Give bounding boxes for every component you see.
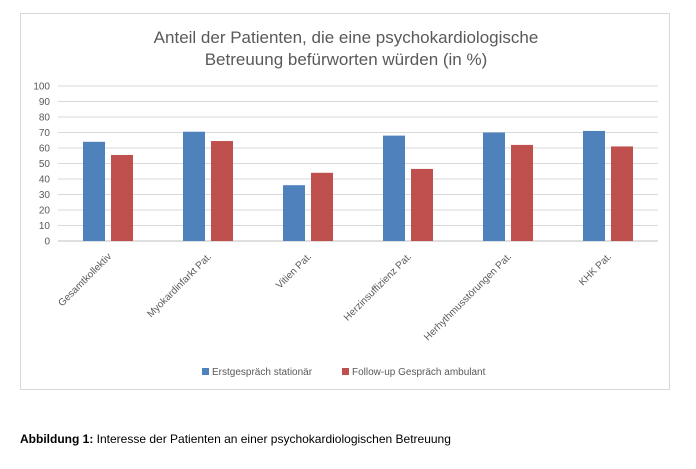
y-tick-label: 30 (39, 190, 51, 201)
chart-title-line-1: Anteil der Patienten, die eine psychokar… (154, 28, 539, 47)
bar-series-1 (383, 135, 405, 241)
legend-swatch-series-2 (342, 368, 349, 375)
chart-frame: Anteil der Patienten, die eine psychokar… (20, 13, 670, 390)
chart-title-line-2: Betreuung befürworten würden (in %) (205, 50, 488, 69)
y-tick-label: 90 (39, 97, 51, 108)
x-category-label: Myokardinfarkt Pat. (145, 251, 214, 320)
bar-series-1 (283, 185, 305, 241)
x-category-label: KHK Pat. (577, 251, 614, 288)
bar-series-2 (311, 172, 333, 241)
bar-series-1 (483, 132, 505, 241)
y-tick-label: 70 (39, 128, 51, 139)
caption-label: Abbildung 1: (20, 432, 94, 446)
bar-series-1 (583, 130, 605, 241)
x-axis-labels: Gesamtkollektiv Myokardinfarkt Pat. Vitien… (56, 251, 614, 343)
gridlines (58, 85, 658, 242)
x-category-label: Herhythmusstörungen Pat. (422, 251, 514, 343)
bar-series-2 (111, 154, 133, 241)
bar-series-2 (211, 141, 233, 241)
y-tick-label: 10 (39, 221, 51, 232)
bar-series-2 (611, 146, 633, 241)
bar-series-1 (183, 131, 205, 241)
figure-caption: Abbildung 1: Interesse der Patienten an … (20, 432, 451, 446)
y-tick-label: 50 (39, 159, 51, 170)
x-category-label: Herzinsuffizienz Pat. (342, 251, 414, 323)
legend: Erstgespräch stationär Follow-up Gespräc… (202, 367, 486, 378)
y-tick-label: 20 (39, 206, 51, 217)
y-tick-label: 60 (39, 144, 51, 155)
bar-series-1 (83, 141, 105, 241)
bar-series-2 (411, 168, 433, 241)
x-category-label: Vitien Pat. (274, 251, 314, 291)
y-tick-label: 0 (44, 237, 50, 248)
bars (83, 130, 633, 241)
bar-series-2 (511, 144, 533, 241)
legend-swatch-series-1 (202, 368, 209, 375)
caption-text: Interesse der Patienten an einer psychok… (93, 432, 451, 446)
legend-label-series-1: Erstgespräch stationär (212, 367, 313, 378)
y-tick-label: 100 (33, 82, 50, 93)
y-tick-label: 40 (39, 175, 51, 186)
legend-label-series-2: Follow-up Gespräch ambulant (352, 367, 486, 378)
y-tick-label: 80 (39, 113, 51, 124)
x-category-label: Gesamtkollektiv (56, 251, 114, 309)
y-axis-ticks: 0 10 20 30 40 50 60 70 80 90 100 (33, 82, 50, 248)
bar-chart: Anteil der Patienten, die eine psychokar… (33, 28, 658, 378)
